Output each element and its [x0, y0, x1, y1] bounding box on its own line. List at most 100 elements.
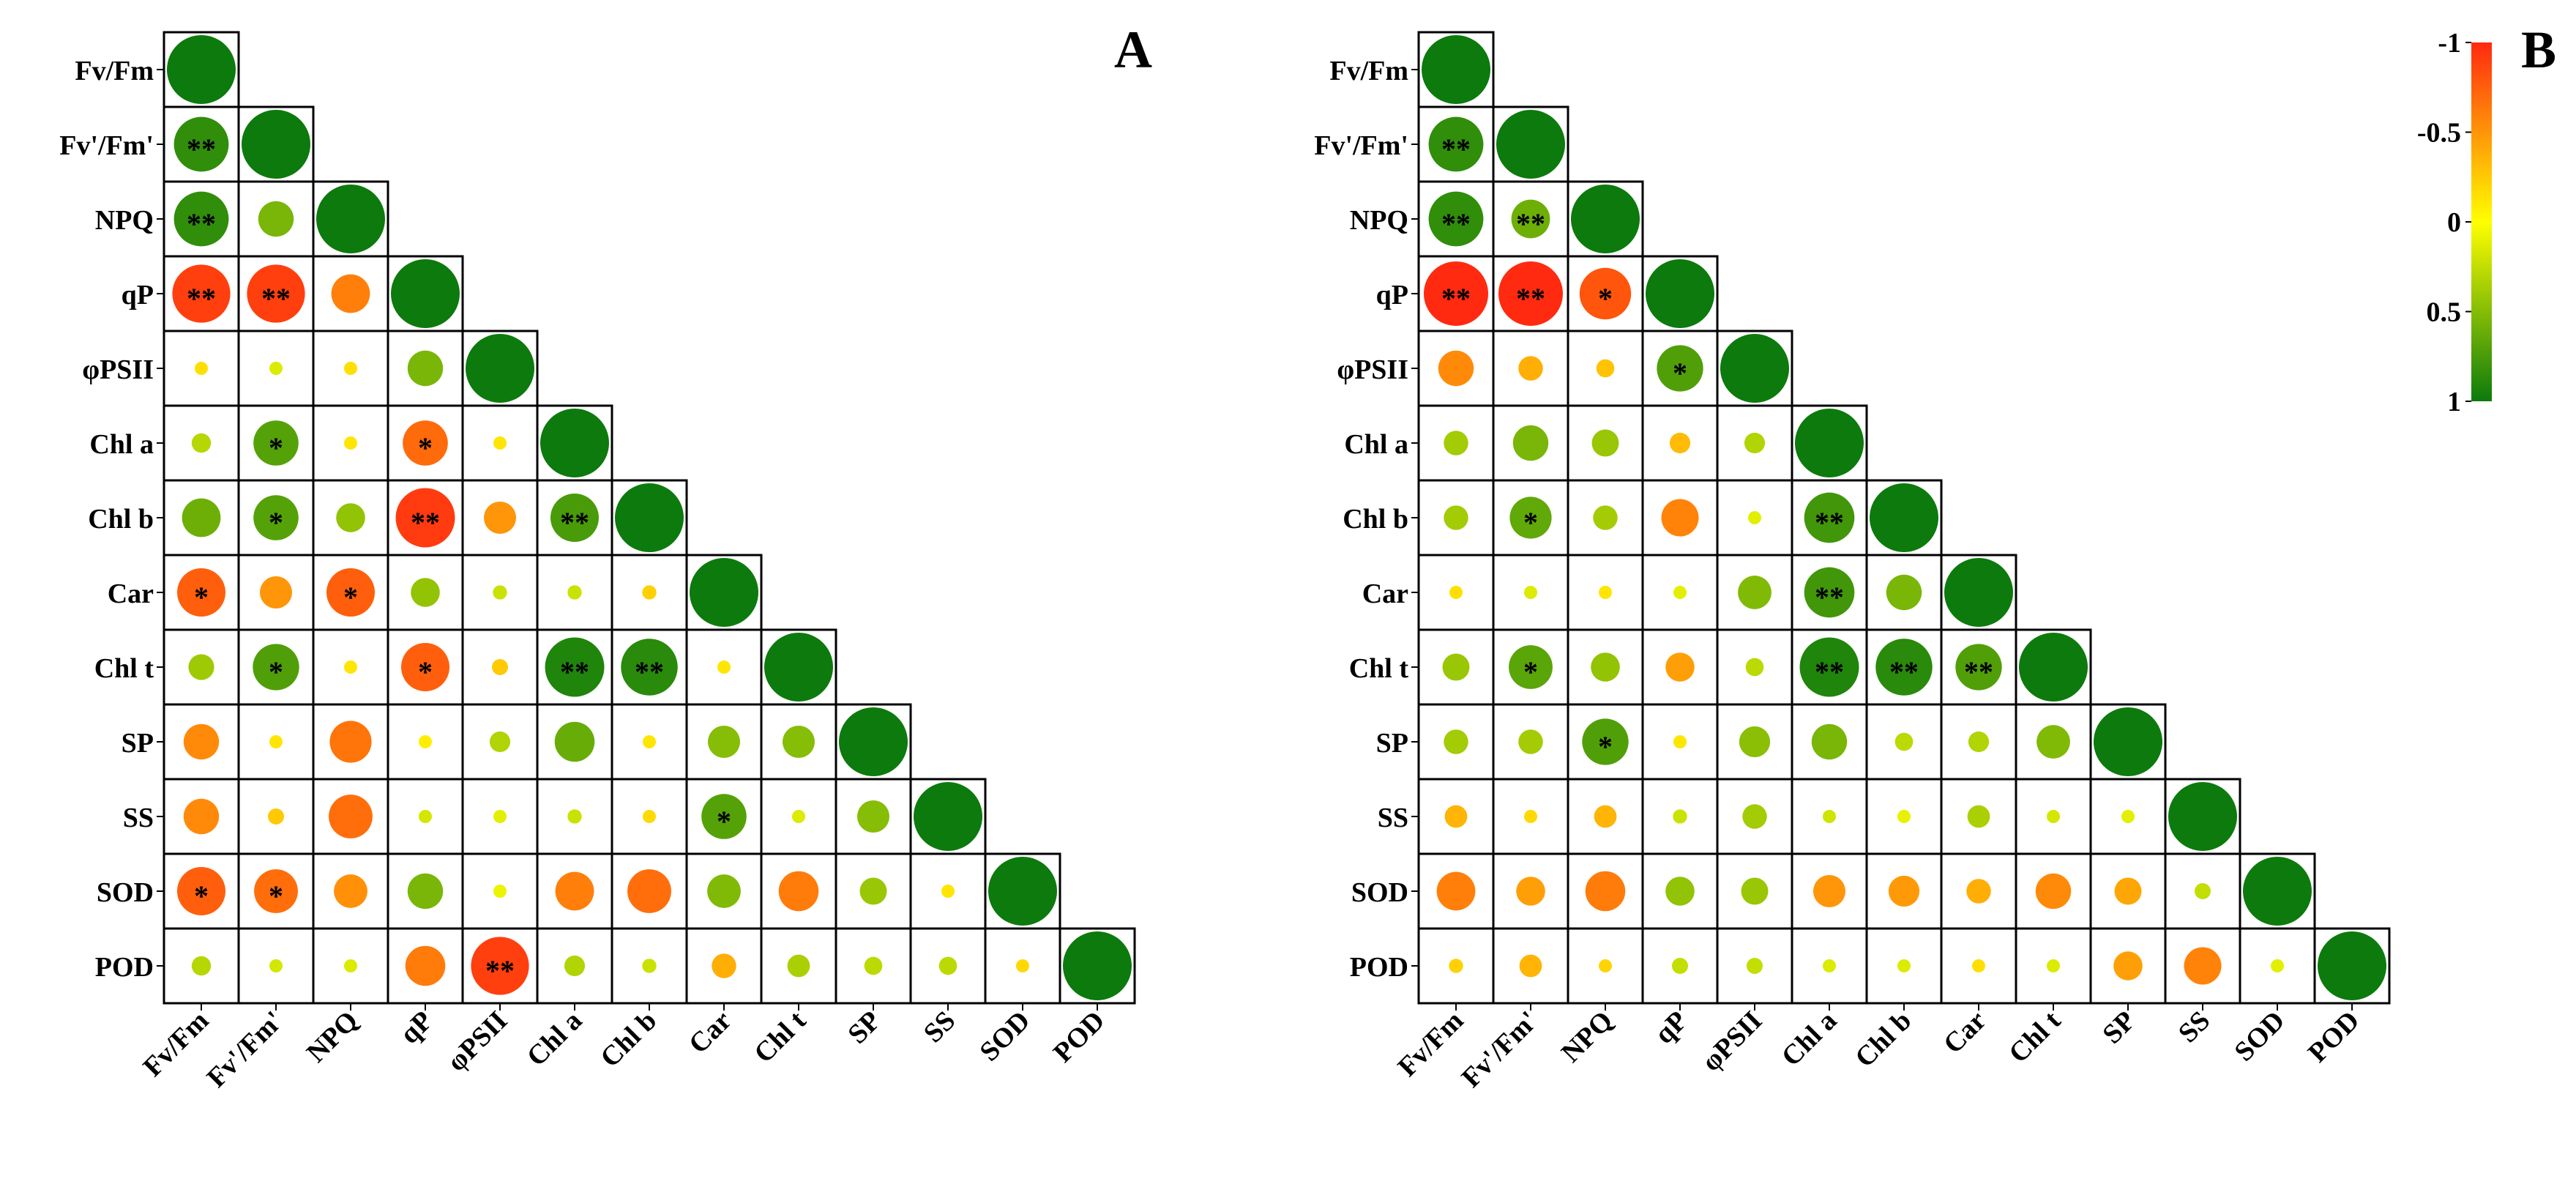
column-label-fv-fm: Fv'/Fm': [1456, 1005, 1545, 1094]
correlation-circle: [269, 959, 283, 972]
correlation-circle: [1591, 429, 1619, 457]
correlation-circle: [1582, 718, 1629, 765]
correlation-circle: [540, 409, 609, 477]
row-label-sp: SP: [122, 728, 154, 759]
correlation-circle: [643, 810, 656, 823]
column-label-qp: qP: [394, 1005, 438, 1050]
correlation-circle: [258, 201, 294, 237]
row-label-sp: SP: [1376, 728, 1408, 759]
correlation-circle: [1646, 259, 1714, 328]
significance-mark: **: [1815, 581, 1844, 614]
correlation-circle: [471, 937, 529, 995]
significance-mark: **: [485, 954, 515, 987]
correlation-circle: [247, 264, 305, 323]
significance-mark: **: [187, 282, 216, 315]
row-label-chl-a: Chl a: [89, 429, 154, 460]
column-label-car: Car: [1938, 1005, 1993, 1060]
column-label-npq: NPQ: [1556, 1005, 1619, 1068]
row-label-car: Car: [1362, 578, 1408, 609]
correlation-circle: [1745, 658, 1764, 677]
significance-mark: **: [1441, 282, 1471, 315]
correlation-circle: [173, 191, 229, 247]
correlation-circle: [1016, 959, 1029, 972]
correlation-circle: [260, 576, 292, 609]
correlation-circle: [859, 877, 887, 905]
correlation-circle: [1511, 199, 1550, 239]
significance-mark: **: [1889, 655, 1919, 688]
correlation-circle: [839, 707, 908, 776]
correlation-circle: [555, 871, 594, 911]
correlation-circle: [642, 585, 657, 600]
significance-mark: *: [194, 581, 209, 614]
row-label-psii: φPSII: [1337, 354, 1408, 385]
significance-mark: *: [1523, 506, 1538, 539]
column-label-chl-t: Chl t: [748, 1005, 812, 1068]
column-label-chl-a: Chl a: [521, 1005, 589, 1073]
correlation-circle: [1747, 958, 1763, 974]
correlation-circle: [1823, 810, 1836, 823]
correlation-circle: [1591, 652, 1620, 682]
correlation-circle: [331, 274, 370, 313]
row-label-ss: SS: [123, 803, 154, 833]
correlation-circle: [1518, 356, 1543, 381]
correlation-circle: [1894, 732, 1914, 751]
significance-mark: *: [418, 655, 433, 688]
correlation-circle: [1428, 116, 1484, 172]
correlation-circle: [1599, 959, 1612, 972]
column-label-qp: qP: [1649, 1005, 1693, 1050]
row-label-car: Car: [108, 578, 154, 609]
correlation-circle: [1498, 261, 1563, 326]
correlation-circle: [334, 874, 367, 908]
correlation-circle: [411, 578, 440, 607]
correlation-circle: [642, 959, 657, 973]
correlation-circle: [336, 503, 365, 532]
row-label-chl-a: Chl a: [1344, 429, 1408, 460]
correlation-circle: [627, 869, 671, 913]
correlation-circle: [407, 873, 444, 909]
correlation-circle: [191, 433, 212, 453]
row-label-ss: SS: [1378, 803, 1408, 833]
correlation-circle: [188, 654, 214, 680]
correlation-circle: [183, 723, 220, 760]
correlation-circle: [1665, 652, 1695, 682]
significance-mark: **: [187, 133, 216, 165]
row-label-fv-fm: Fv'/Fm': [59, 130, 154, 161]
correlation-circle: [1673, 809, 1687, 824]
column-label-psii: φPSII: [441, 1005, 514, 1078]
correlation-circle: [783, 726, 815, 758]
significance-mark: *: [269, 879, 283, 912]
colorbar-tick-label: 0.5: [2427, 297, 2462, 328]
correlation-circle: [1571, 185, 1640, 253]
correlation-circle: [1739, 726, 1771, 758]
correlation-circle: [326, 568, 375, 617]
column-label-pod: POD: [2302, 1005, 2365, 1068]
correlation-circle: [253, 420, 299, 466]
correlation-circle: [1496, 110, 1565, 179]
correlation-circle: [1799, 637, 1859, 697]
significance-mark: *: [269, 506, 283, 539]
correlation-circle: [2036, 725, 2070, 759]
correlation-circle: [1438, 350, 1474, 387]
correlation-circle: [1449, 959, 1463, 973]
significance-mark: **: [1815, 655, 1844, 688]
correlation-circle: [1444, 431, 1468, 455]
correlation-circle: [269, 735, 283, 748]
correlation-circle: [493, 436, 507, 450]
correlation-circle: [1509, 496, 1552, 539]
correlation-circle: [395, 488, 455, 548]
correlation-circle: [167, 35, 236, 104]
correlation-circle: [177, 568, 225, 617]
correlation-circle: [489, 731, 511, 753]
correlation-circle: [554, 721, 595, 762]
correlation-circle: [1813, 875, 1845, 907]
column-label-chl-b: Chl b: [594, 1005, 662, 1074]
significance-mark: *: [343, 581, 358, 614]
correlation-circle: [2114, 877, 2142, 905]
correlation-circle: [690, 558, 758, 627]
panel-label: A: [1114, 21, 1152, 79]
significance-mark: **: [635, 655, 664, 688]
correlation-circle: [344, 661, 357, 674]
